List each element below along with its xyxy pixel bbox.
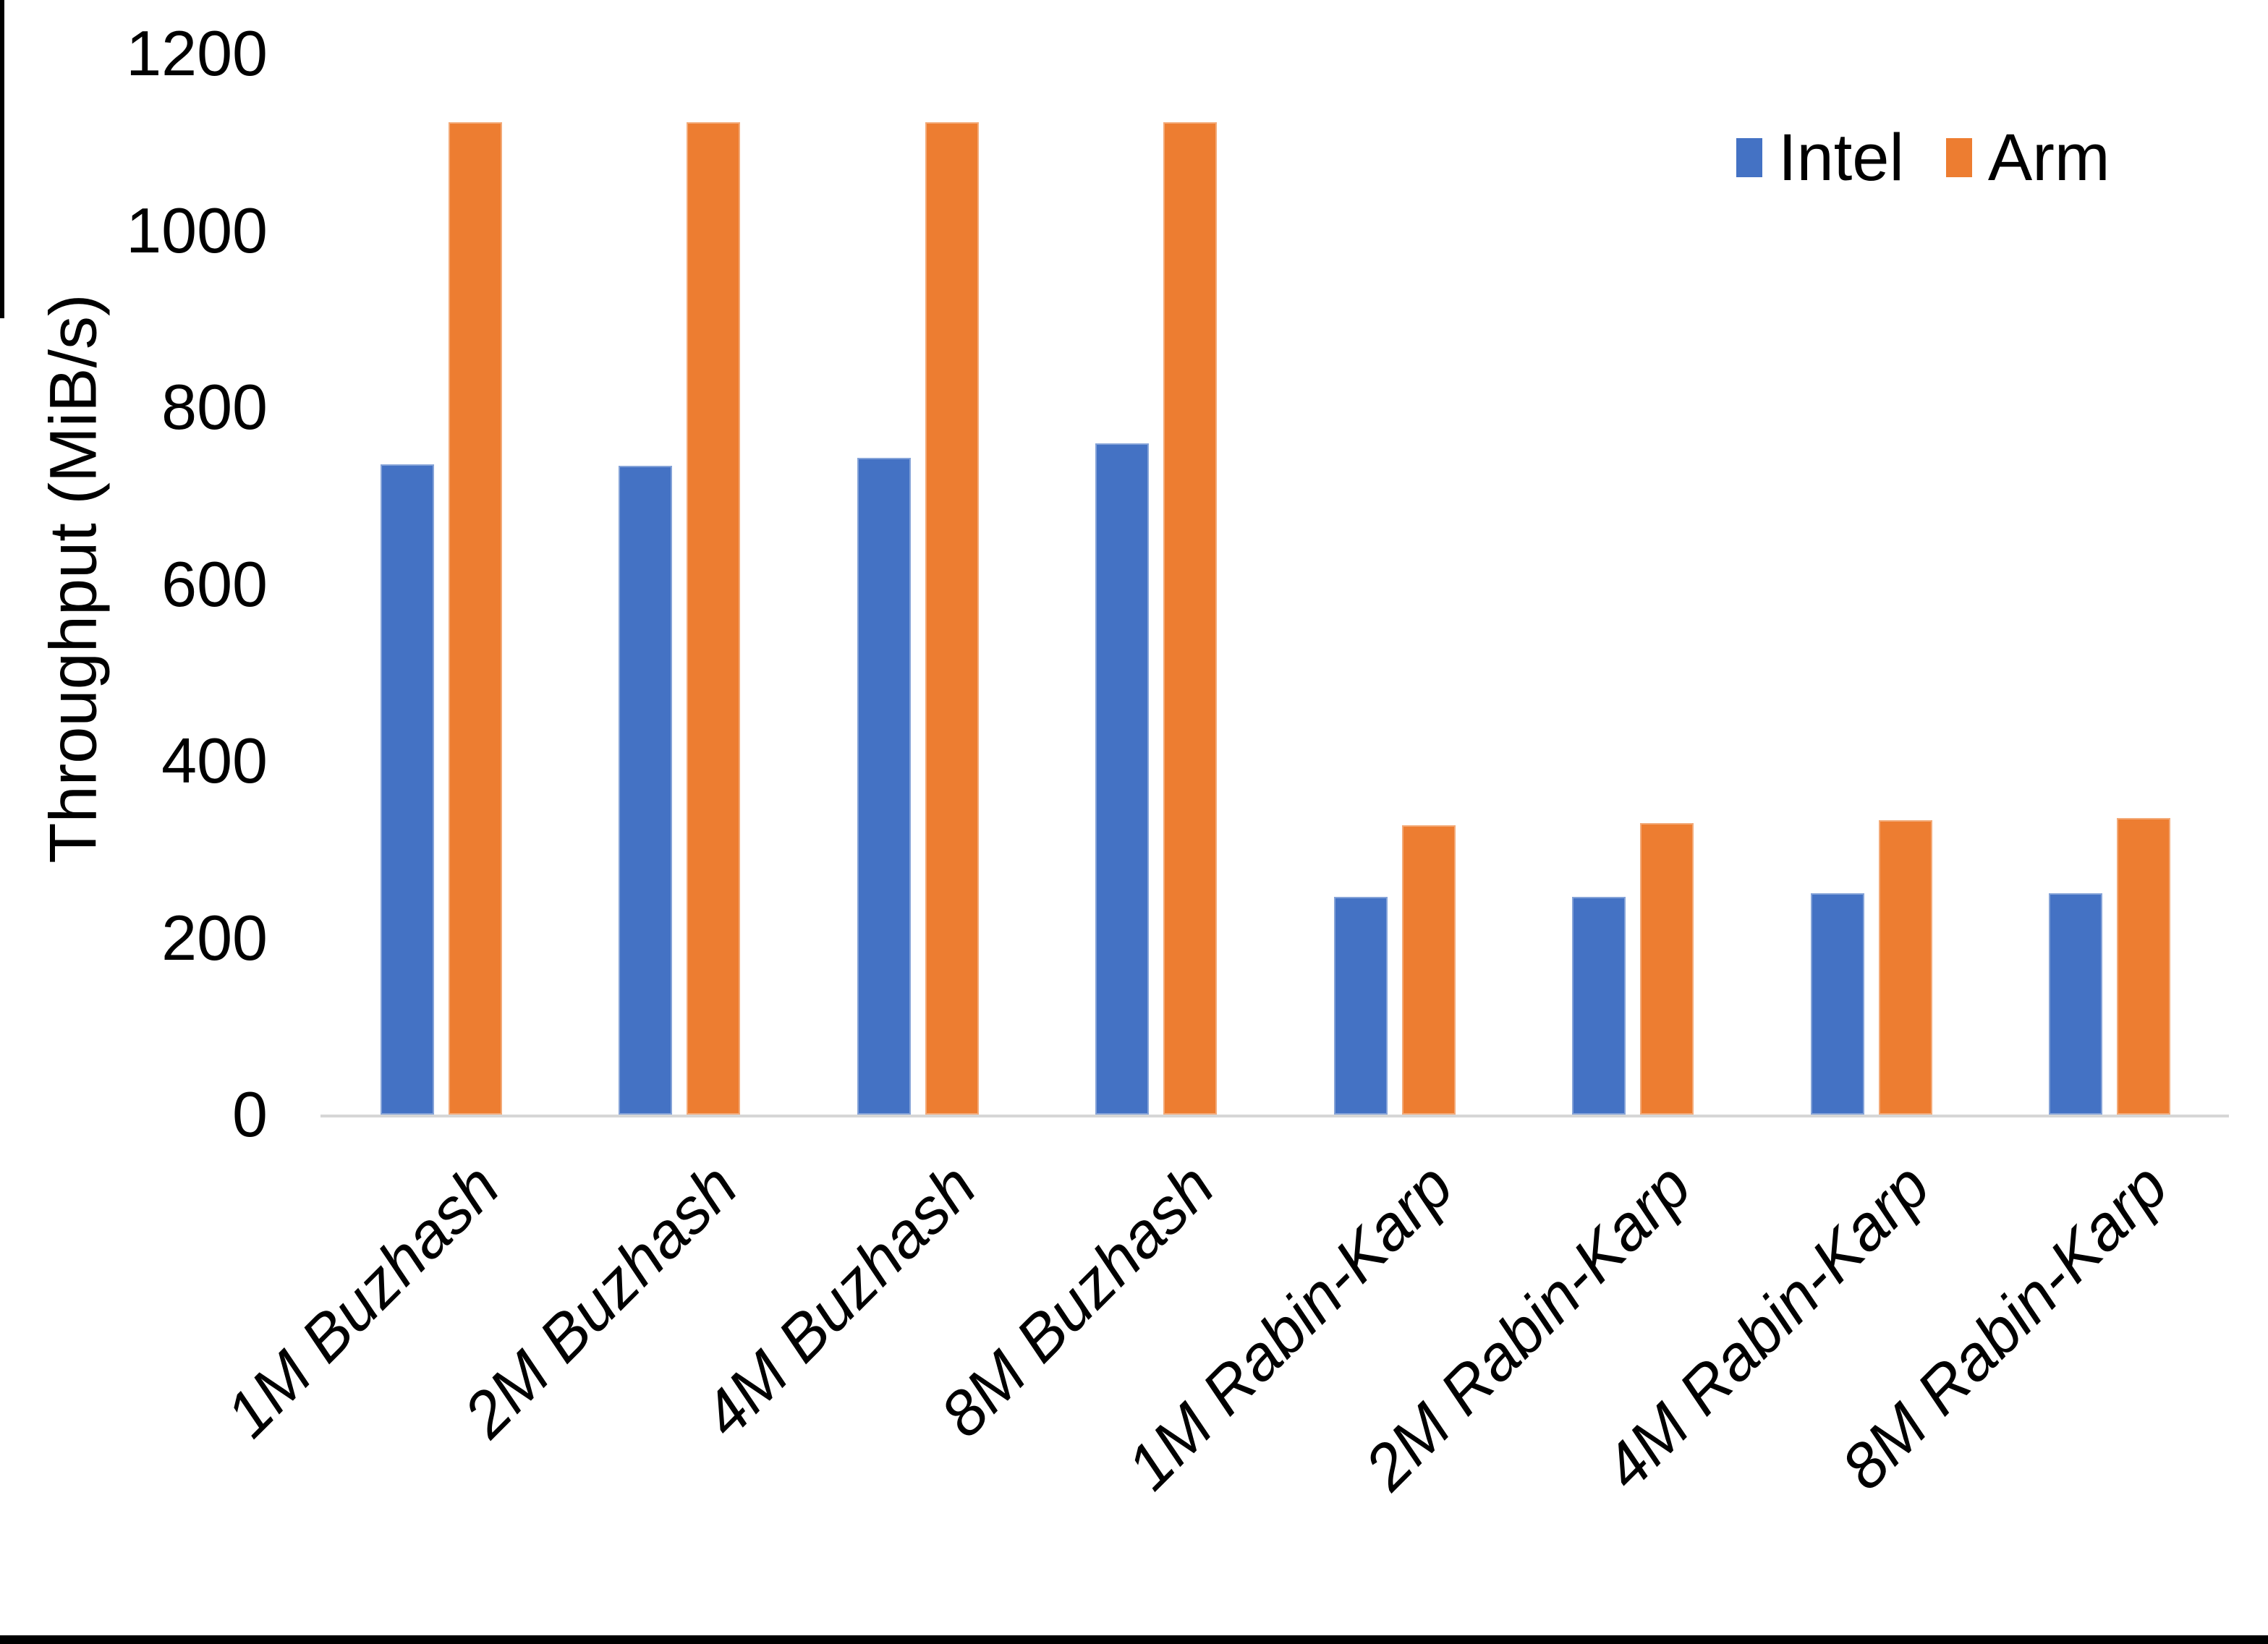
legend-swatch-intel-icon (1736, 138, 1762, 177)
bar-arm-8m-buzhash (1163, 122, 1218, 1115)
bar-arm-1m-buzhash (448, 122, 502, 1115)
bar-intel-2m-rabin-karp (1572, 897, 1626, 1115)
y-tick-label: 1000 (126, 194, 268, 266)
x-axis-line (320, 1115, 2229, 1117)
bar-arm-4m-rabin-karp (1878, 820, 1932, 1115)
bar-arm-2m-rabin-karp (1640, 823, 1694, 1115)
bar-intel-4m-rabin-karp (1810, 893, 1864, 1115)
bar-intel-8m-buzhash (1095, 443, 1150, 1115)
y-tick-label: 800 (161, 371, 268, 443)
screenshot-bottom-border (0, 1635, 2268, 1644)
bar-arm-2m-buzhash (687, 122, 741, 1115)
bar-arm-8m-rabin-karp (2117, 818, 2171, 1115)
bar-arm-1m-rabin-karp (1401, 825, 1456, 1115)
y-tick-label: 0 (232, 1078, 268, 1150)
y-tick-label: 200 (161, 901, 268, 974)
bar-arm-4m-buzhash (925, 122, 979, 1115)
bar-intel-1m-buzhash (380, 464, 434, 1115)
y-tick-label: 400 (161, 725, 268, 796)
screenshot-left-border-fragment (0, 0, 4, 318)
bar-intel-1m-rabin-karp (1333, 897, 1388, 1115)
bar-intel-2m-buzhash (619, 466, 673, 1115)
legend-label-arm: Arm (1987, 121, 2110, 195)
bar-intel-8m-rabin-karp (2049, 893, 2103, 1115)
legend-item-intel: Intel (1736, 124, 1904, 191)
y-tick-label: 1200 (126, 17, 268, 89)
bar-intel-4m-buzhash (857, 458, 911, 1115)
legend-item-arm: Arm (1945, 121, 2110, 195)
legend: Intel Arm (1736, 124, 2110, 191)
legend-label-intel: Intel (1778, 121, 1904, 195)
legend-swatch-arm-icon (1945, 138, 1972, 177)
y-tick-label: 600 (161, 548, 268, 620)
